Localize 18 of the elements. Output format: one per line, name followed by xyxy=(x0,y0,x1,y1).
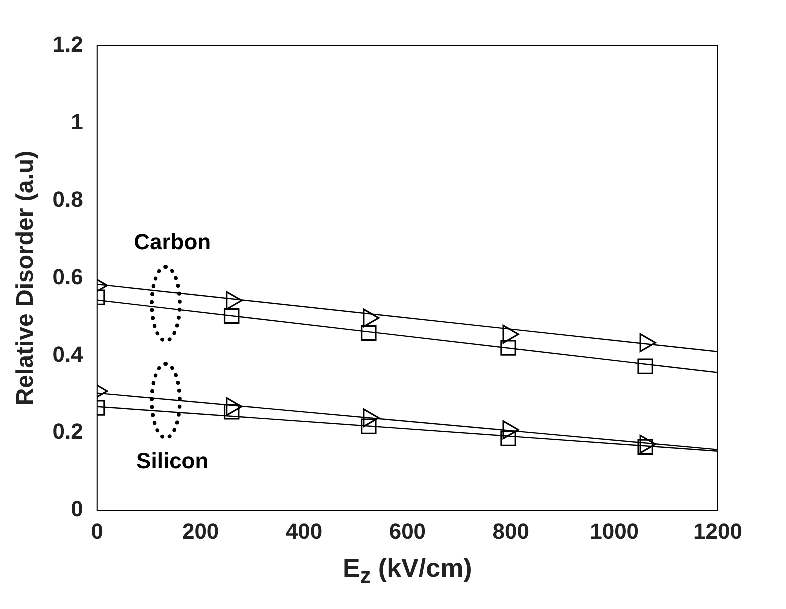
y-tick-label: 1 xyxy=(71,109,84,134)
y-tick-label: 1.2 xyxy=(52,32,84,58)
annotation: Carbon xyxy=(134,230,212,255)
x-tick-label: 800 xyxy=(492,518,530,544)
y-tick-label: 0.8 xyxy=(52,186,84,212)
annotation: Silicon xyxy=(136,448,209,474)
y-tick-label: 0 xyxy=(71,496,84,522)
x-tick-label: 400 xyxy=(286,518,323,544)
x-tick-label: 200 xyxy=(182,518,220,544)
y-axis-title: Relative Disorder (a.u) xyxy=(12,150,40,406)
x-tick-label: 1000 xyxy=(590,518,640,544)
x-tick-label: 600 xyxy=(389,518,426,544)
x-axis-title: E$_{z}$ (kV/cm) xyxy=(343,552,472,589)
y-tick-label: 0.6 xyxy=(52,264,84,290)
y-tick-label: 0.2 xyxy=(52,419,84,444)
x-tick-label: 0 xyxy=(91,518,104,544)
y-tick-label: 0.4 xyxy=(52,342,84,367)
x-tick-label: 1200 xyxy=(694,518,742,544)
